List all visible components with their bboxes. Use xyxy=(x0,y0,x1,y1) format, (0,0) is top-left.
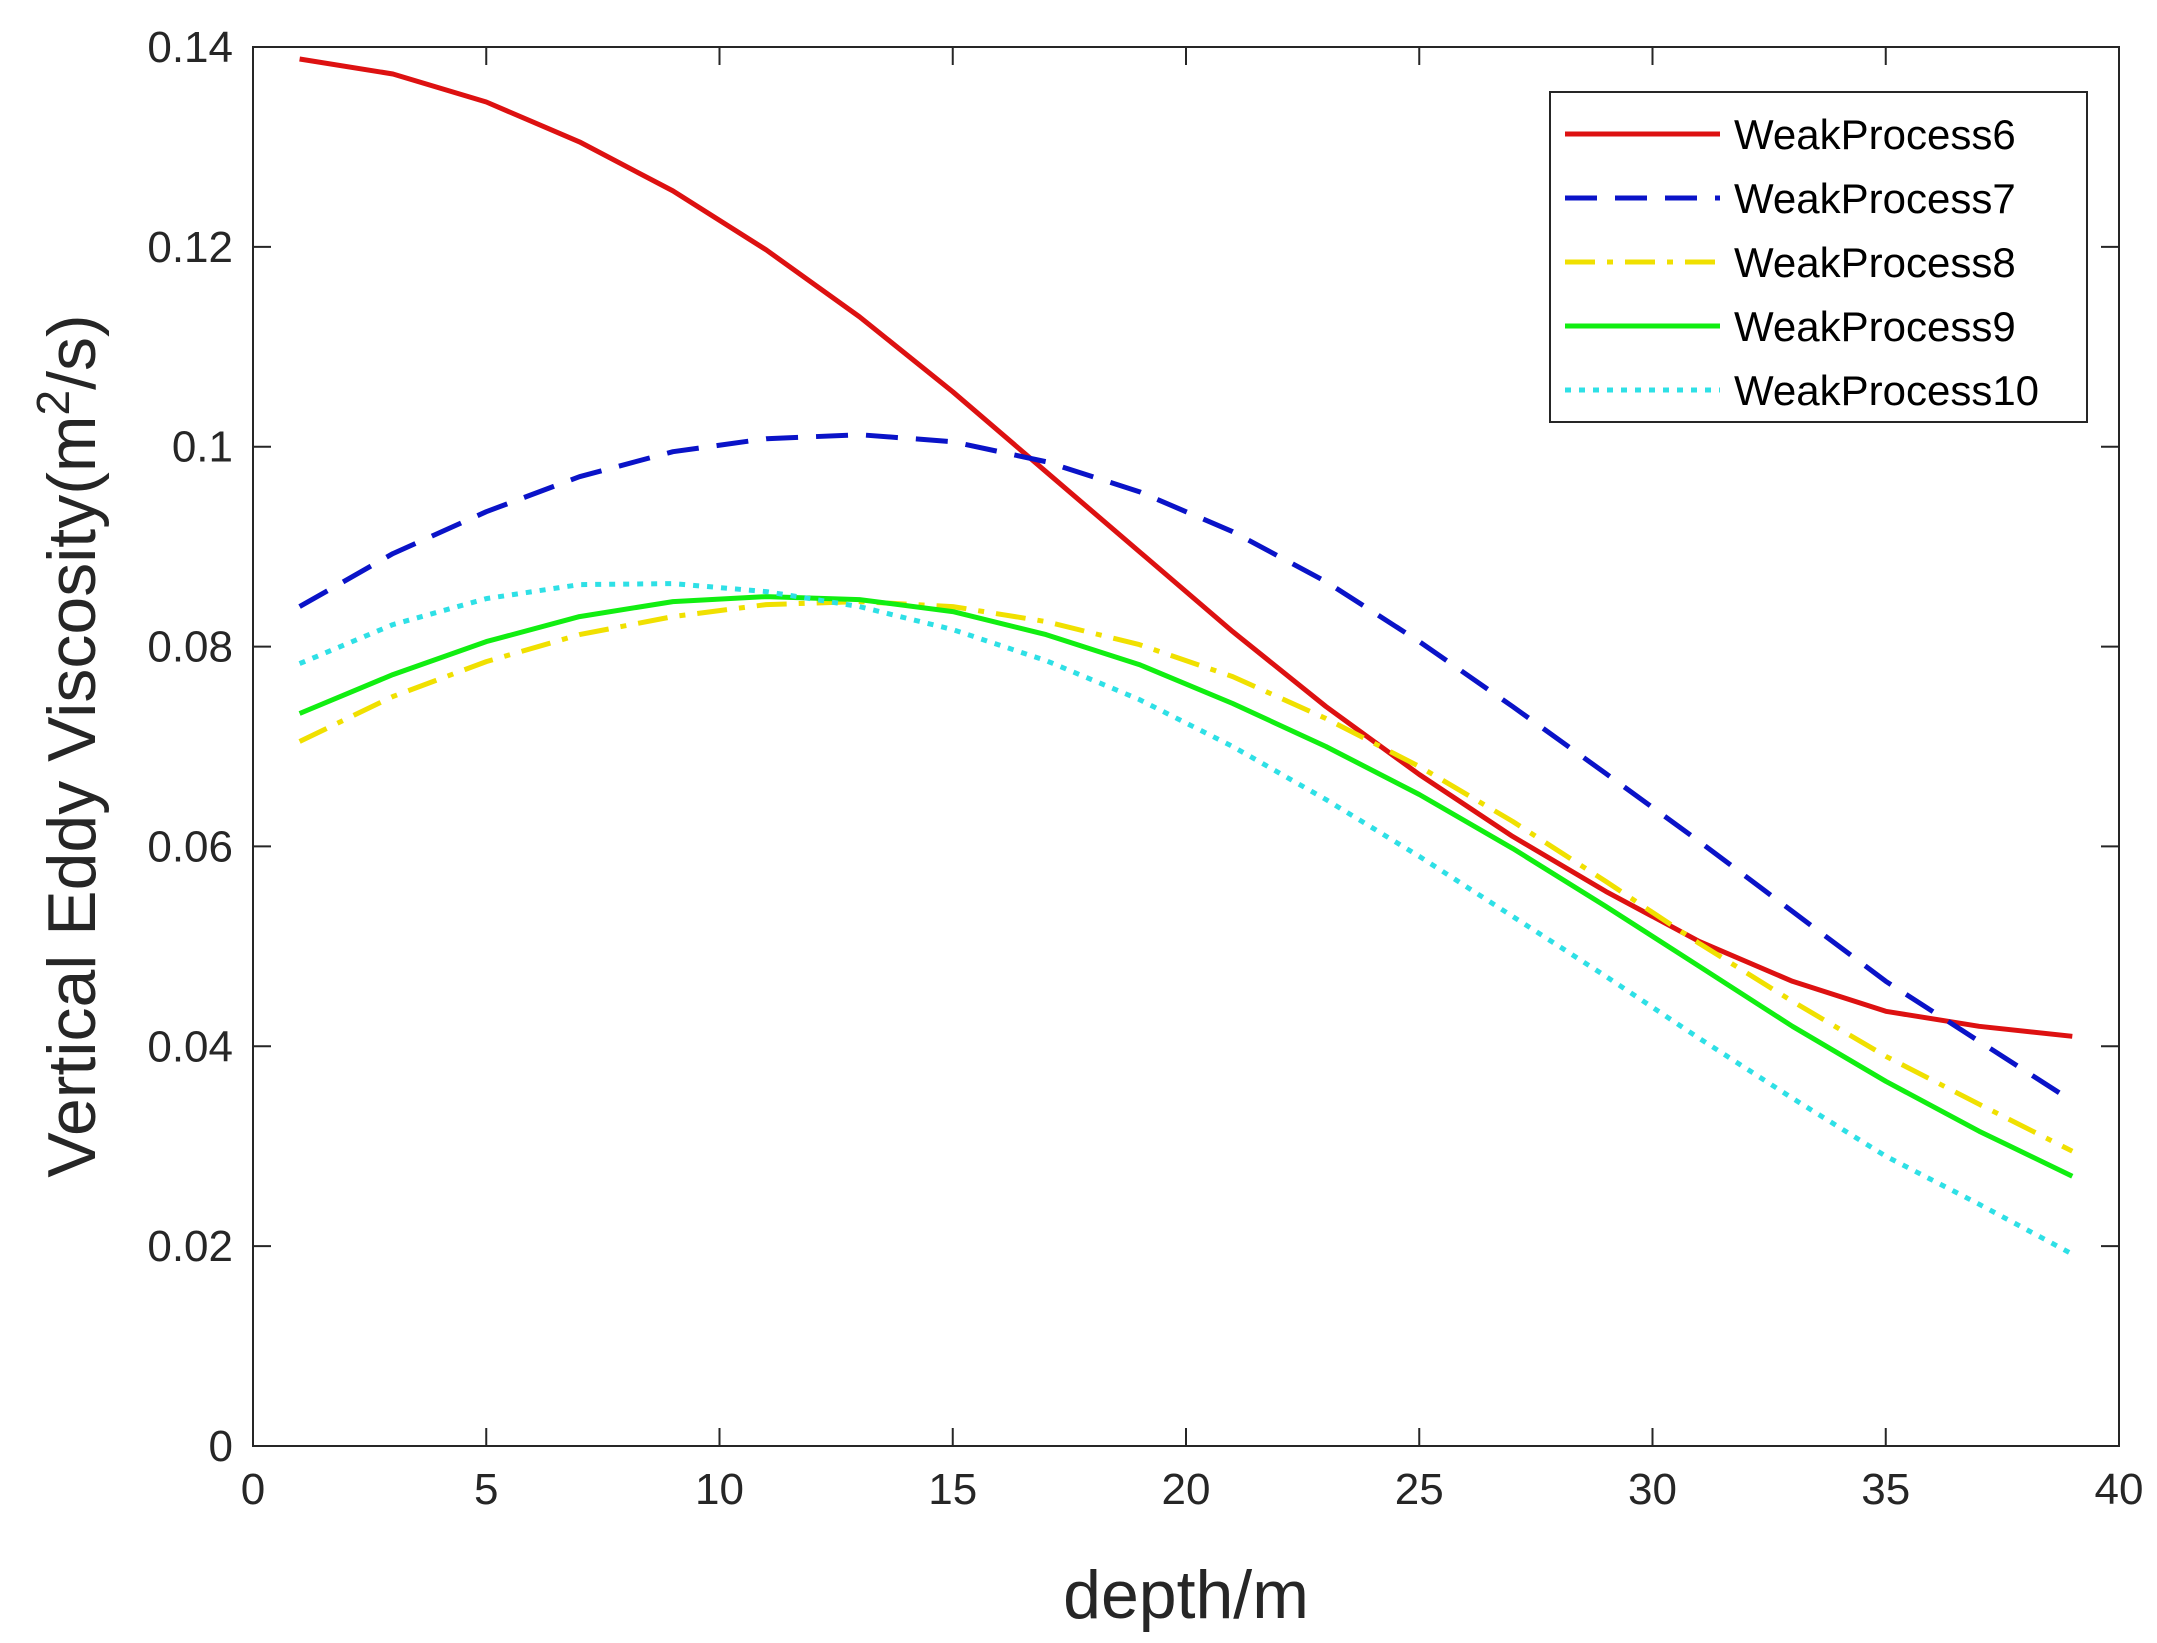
y-axis-title-superscript: 2 xyxy=(27,390,79,416)
x-tick-label: 5 xyxy=(474,1465,498,1514)
series-line-weakprocess9 xyxy=(298,594,2074,1179)
series-line-weakprocess6 xyxy=(299,56,2073,1039)
y-tick-label: 0.14 xyxy=(147,23,233,72)
x-tick-label: 15 xyxy=(928,1465,977,1514)
y-axis-title-tail: /s) xyxy=(34,314,110,390)
series-line-weakprocess7 xyxy=(298,432,2074,1104)
y-tick-label: 0 xyxy=(209,1422,233,1471)
legend-box xyxy=(1549,91,2088,423)
y-tick-labels: 0 0.02 0.04 0.06 0.08 0.1 0.12 0.14 xyxy=(147,23,233,1471)
x-tick-label: 0 xyxy=(241,1465,265,1514)
y-tick-label: 0.08 xyxy=(147,623,233,672)
x-tick-label: 10 xyxy=(695,1465,744,1514)
legend-label-weakprocess7: WeakProcess7 xyxy=(1734,175,2016,222)
x-tick-label: 35 xyxy=(1861,1465,1910,1514)
series-line-weakprocess8 xyxy=(298,599,2074,1154)
legend-label-weakprocess8: WeakProcess8 xyxy=(1734,239,2016,286)
y-tick-label: 0.02 xyxy=(147,1222,233,1271)
legend-label-weakprocess10: WeakProcess10 xyxy=(1734,367,2039,414)
x-axis-title: depth/m xyxy=(1063,1557,1309,1633)
x-tick-labels: 0 5 10 15 20 25 30 35 40 xyxy=(241,1465,2144,1514)
legend-label-weakprocess6: WeakProcess6 xyxy=(1734,111,2016,158)
y-axis-title-main: Vertical Eddy Viscosity(m xyxy=(34,416,110,1178)
legend-label-weakprocess9: WeakProcess9 xyxy=(1734,303,2016,350)
legend: WeakProcess6 WeakProcess7 WeakProcess8 Weak… xyxy=(1549,91,2088,423)
x-tick-label: 20 xyxy=(1162,1465,1211,1514)
x-tick-label: 40 xyxy=(2095,1465,2144,1514)
y-tick-label: 0.06 xyxy=(147,822,233,871)
y-axis-title: Vertical Eddy Viscosity(m2/s) xyxy=(27,314,110,1177)
axis-ticks xyxy=(252,46,2120,1447)
y-tick-label: 0.12 xyxy=(147,223,233,272)
series-lines xyxy=(298,56,2074,1257)
y-tick-label: 0.04 xyxy=(147,1022,233,1071)
x-tick-label: 30 xyxy=(1628,1465,1677,1514)
y-tick-label: 0.1 xyxy=(172,423,233,472)
x-tick-label: 25 xyxy=(1395,1465,1444,1514)
